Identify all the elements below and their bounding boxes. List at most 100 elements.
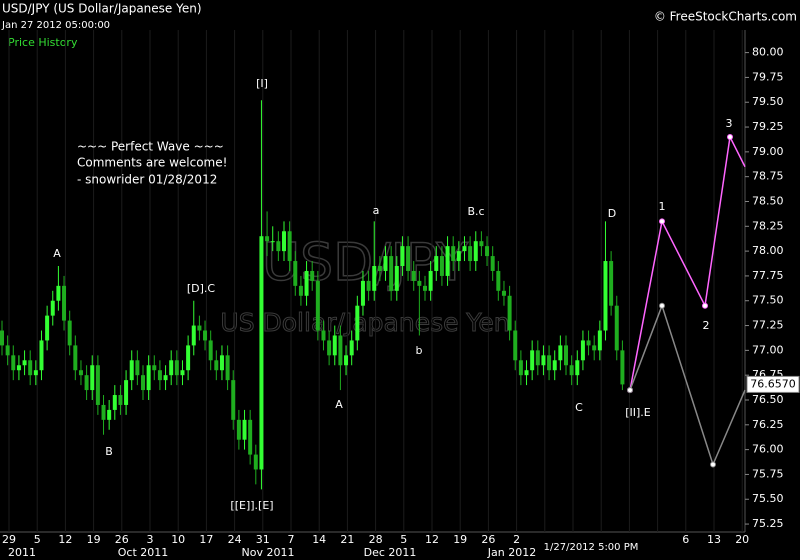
candle-body	[231, 380, 236, 420]
candle-body	[22, 360, 27, 366]
candle-body	[609, 261, 614, 306]
month-label: Dec 2011	[364, 546, 417, 559]
candle-body	[118, 395, 123, 405]
candle-body	[434, 256, 439, 271]
candle-body	[67, 320, 72, 346]
wave-label: a	[373, 204, 380, 217]
projection-line	[629, 303, 746, 467]
candle-body	[355, 305, 360, 341]
wave-label: [[E]].[E]	[230, 499, 273, 512]
projection-point	[659, 218, 665, 225]
candle-body	[242, 419, 247, 440]
wave-label: A	[53, 247, 61, 260]
candle-body	[383, 256, 388, 271]
candle-body	[56, 285, 61, 301]
x-tick-label: 2	[513, 533, 520, 546]
candle-body	[186, 345, 191, 371]
candle-body	[282, 231, 286, 252]
candle-body	[507, 295, 512, 331]
month-label: Nov 2011	[242, 546, 295, 559]
candle-body	[580, 340, 585, 361]
candle-body	[28, 360, 33, 376]
candle-body	[603, 261, 608, 331]
candle-body	[287, 231, 292, 262]
projection-point	[727, 133, 733, 140]
candle-body	[265, 236, 270, 242]
watermark-sub: US Dollar/Japanese Yen	[220, 308, 509, 337]
candle-body	[575, 360, 580, 376]
candle-body	[389, 256, 394, 291]
candle-body	[541, 355, 546, 366]
candle-body	[496, 270, 501, 291]
candle-body	[366, 280, 371, 291]
candle-body	[597, 330, 602, 351]
wave-label: b	[416, 344, 423, 357]
candle-body	[428, 270, 433, 291]
y-tick-label: 75.50	[752, 492, 784, 505]
candle-body	[321, 330, 326, 341]
candle-body	[547, 355, 552, 371]
wave-label: [II].E	[625, 406, 651, 419]
candle-body	[394, 266, 399, 291]
candle-body	[377, 266, 382, 271]
candle-body	[214, 360, 219, 371]
wave-label: B.c	[467, 205, 484, 218]
candle-body	[304, 270, 309, 296]
candle-body	[180, 370, 185, 376]
y-tick-label: 77.50	[752, 294, 784, 307]
candle-body	[293, 261, 298, 286]
x-tick-label: 12	[425, 533, 439, 546]
candle-body	[620, 350, 625, 385]
candle-body	[349, 340, 354, 356]
candle-body	[203, 330, 208, 341]
candle-body	[141, 375, 145, 391]
projection-point	[627, 387, 633, 394]
y-tick-label: 78.50	[752, 194, 784, 207]
candle-body	[0, 330, 4, 346]
candle-body	[524, 370, 529, 376]
candle-body	[157, 370, 162, 381]
comment: ~~~ Perfect Wave ~~~	[77, 140, 224, 154]
y-tick-label: 77.75	[752, 269, 784, 282]
candle-body	[501, 290, 506, 296]
candle-body	[11, 355, 16, 371]
candle-body	[400, 246, 405, 266]
y-tick-label: 80.00	[752, 46, 784, 59]
candle-body	[146, 365, 151, 391]
candle-body	[174, 360, 179, 376]
comment: Comments are welcome!	[77, 156, 227, 170]
candle-body	[445, 246, 450, 276]
candle-body	[95, 365, 100, 405]
y-tick-label: 79.50	[752, 95, 784, 108]
y-tick-label: 75.25	[752, 517, 784, 530]
x-tick-label: 31	[256, 533, 270, 546]
candle-body	[191, 325, 196, 346]
candle-body	[564, 345, 568, 366]
wave-label: 1	[659, 200, 666, 213]
wave-label: 3	[726, 117, 733, 130]
y-tick-label: 76.50	[752, 393, 784, 406]
candle-body	[462, 246, 467, 252]
candle-body	[490, 256, 495, 271]
candle-body	[33, 370, 38, 376]
x-tick-label: 29	[2, 533, 16, 546]
last-price-box	[746, 375, 800, 393]
month-label: Oct 2011	[118, 546, 169, 559]
candle-body	[558, 345, 563, 361]
x-tick-label: 14	[312, 533, 326, 546]
x-tick-label: 21	[340, 533, 354, 546]
candle-body	[473, 241, 478, 262]
candle-body	[169, 360, 174, 376]
candle-body	[50, 300, 55, 316]
y-tick-label: 76.00	[752, 443, 784, 456]
x-tick-label: 26	[115, 533, 129, 546]
candle-body	[45, 315, 50, 341]
candle-body	[129, 360, 134, 381]
candle-body	[485, 246, 490, 257]
y-tick-label: 77.00	[752, 343, 784, 356]
candle-body	[468, 246, 473, 262]
candle-body	[270, 241, 275, 243]
candle-body	[479, 241, 484, 247]
candle-body	[439, 256, 444, 276]
